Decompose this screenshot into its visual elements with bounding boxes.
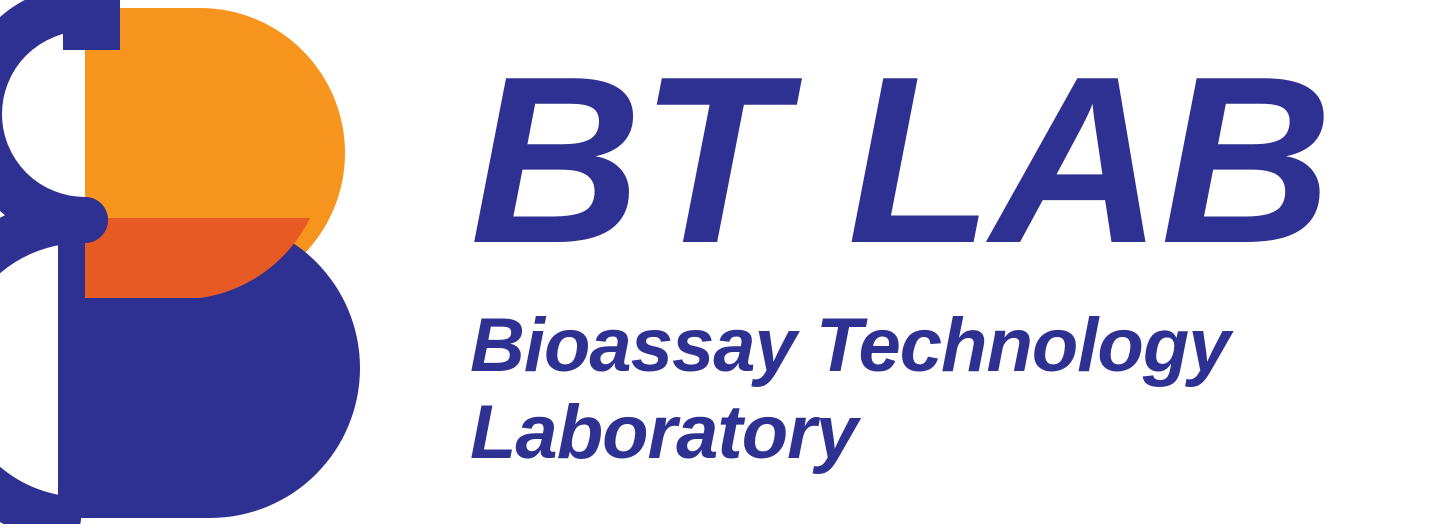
tagline-line-2: Laboratory [470, 390, 857, 475]
tagline-line-1: Bioassay Technology [470, 303, 1230, 388]
brand-tagline: Bioassay Technology Laboratory [470, 302, 1331, 477]
brand-title: BT LAB [470, 48, 1331, 274]
logo-text-block: BT LAB Bioassay Technology Laboratory [470, 48, 1331, 477]
logo-mark [0, 0, 395, 524]
logo-mark-svg [0, 0, 395, 524]
top-nub [63, 0, 120, 50]
logo-container: BT LAB Bioassay Technology Laboratory [0, 0, 1445, 524]
